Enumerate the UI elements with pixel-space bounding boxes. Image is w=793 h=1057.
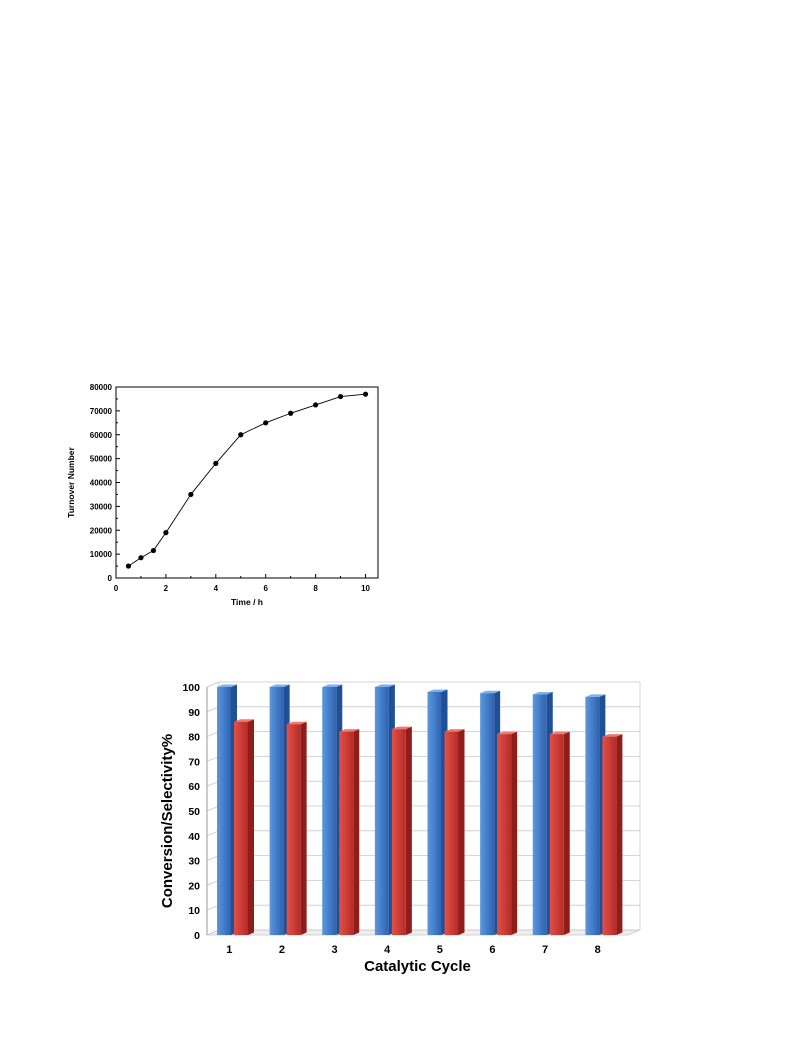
bar-side — [353, 729, 360, 935]
selectivity-bar — [444, 731, 459, 935]
x-tick-label: 2 — [164, 584, 169, 593]
data-point — [138, 555, 144, 561]
selectivity-bar — [602, 736, 617, 935]
x-axis-label: Catalytic Cycle — [364, 958, 471, 975]
y-tick-label: 20000 — [90, 526, 113, 535]
grid-diagonal — [206, 681, 220, 688]
y-axis-label: Conversion/Selectivity% — [159, 734, 176, 908]
x-tick-label: 10 — [361, 584, 370, 593]
bar-side — [511, 731, 518, 935]
x-axis-label: Time / h — [231, 597, 263, 607]
bar-top — [217, 684, 237, 687]
x-tick-label: 2 — [279, 944, 285, 956]
y-axis-label: Turnover Number — [66, 446, 76, 517]
selectivity-bar — [234, 721, 248, 935]
bar-side — [248, 719, 254, 935]
bar-side — [405, 726, 412, 935]
selectivity-bar — [391, 729, 406, 935]
bar-top — [374, 684, 395, 687]
data-point — [125, 563, 132, 569]
conversion-bar — [374, 687, 389, 935]
data-point — [213, 460, 219, 466]
bar-top — [286, 721, 307, 725]
bar-top — [339, 729, 360, 732]
y-tick-label: 100 — [182, 682, 200, 694]
bar-top — [391, 726, 412, 730]
y-tick-label: 40000 — [90, 479, 113, 488]
conversion-bar — [427, 691, 442, 935]
y-tick-label: 10 — [188, 905, 200, 917]
bar-top — [322, 684, 343, 687]
series-line — [128, 393, 366, 567]
conversion-bar — [480, 693, 495, 935]
turnover-line-chart: 0 10000 20000 30000 40000 50000 60000 70000 8000… — [66, 383, 379, 607]
conversion-bar — [322, 687, 337, 935]
y-tick-label: 60 — [188, 781, 200, 793]
bar-side — [300, 721, 307, 935]
x-tick-label: 8 — [595, 944, 601, 956]
x-tick-label: 3 — [332, 944, 338, 956]
y-tick-label: 80000 — [90, 383, 113, 392]
data-point — [238, 432, 244, 438]
data-point — [188, 491, 194, 498]
y-tick-label: 70 — [188, 756, 200, 768]
data-point — [313, 402, 319, 408]
bar-top — [532, 691, 553, 695]
data-point — [337, 393, 344, 400]
y-tick-label: 80 — [188, 732, 200, 744]
y-tick-label: 0 — [194, 930, 200, 942]
y-tick-label: 40 — [188, 831, 200, 843]
selectivity-bar — [549, 734, 564, 935]
x-tick-label: 0 — [114, 584, 119, 593]
bar-top — [234, 719, 254, 722]
x-tick-label: 8 — [313, 584, 318, 593]
data-point — [163, 530, 169, 536]
y-tick-label: 50000 — [90, 455, 113, 464]
y-tick-label: 60000 — [90, 431, 113, 440]
x-tick-label: 4 — [214, 584, 219, 593]
conversion-bar — [532, 694, 547, 935]
data-point — [263, 420, 269, 426]
x-tick-label: 6 — [489, 944, 495, 956]
bar-top — [602, 734, 623, 737]
bar-top — [444, 729, 465, 732]
bar-top — [497, 731, 518, 735]
y-tick-label: 30 — [188, 856, 200, 868]
data-point — [150, 547, 157, 554]
x-tick-label: 7 — [542, 944, 548, 956]
conversion-bar — [269, 687, 284, 935]
bar-side — [458, 729, 465, 935]
x-tick-label: 6 — [263, 584, 268, 593]
x-tick-label: 4 — [384, 944, 391, 956]
bar-top — [269, 684, 290, 687]
y-tick-label: 0 — [108, 574, 113, 583]
bar-top — [480, 690, 501, 694]
selectivity-bar — [339, 731, 354, 935]
selectivity-bar — [286, 724, 301, 935]
y-tick-label: 70000 — [90, 407, 113, 416]
y-tick-label: 10000 — [90, 550, 113, 559]
bar-top — [427, 689, 448, 692]
conversion-bar — [217, 687, 231, 935]
bar-top — [585, 694, 606, 697]
selectivity-bar — [497, 734, 512, 935]
x-tick-label: 1 — [226, 944, 232, 956]
y-tick-label: 20 — [188, 880, 200, 892]
cycle-bar-chart: 0 10 20 30 40 50 60 70 80 90 100 1 2 3 4 5 6 7 8 Catalytic … — [159, 681, 641, 975]
y-tick-label: 90 — [188, 707, 200, 719]
conversion-bar — [585, 696, 600, 935]
data-point — [288, 410, 294, 416]
bar-side — [563, 731, 570, 935]
y-tick-label: 50 — [188, 806, 200, 818]
bar-top — [549, 731, 570, 735]
x-tick-label: 5 — [437, 944, 443, 956]
y-tick-label: 30000 — [90, 502, 113, 511]
bar-side — [616, 734, 623, 935]
data-point — [362, 391, 369, 397]
